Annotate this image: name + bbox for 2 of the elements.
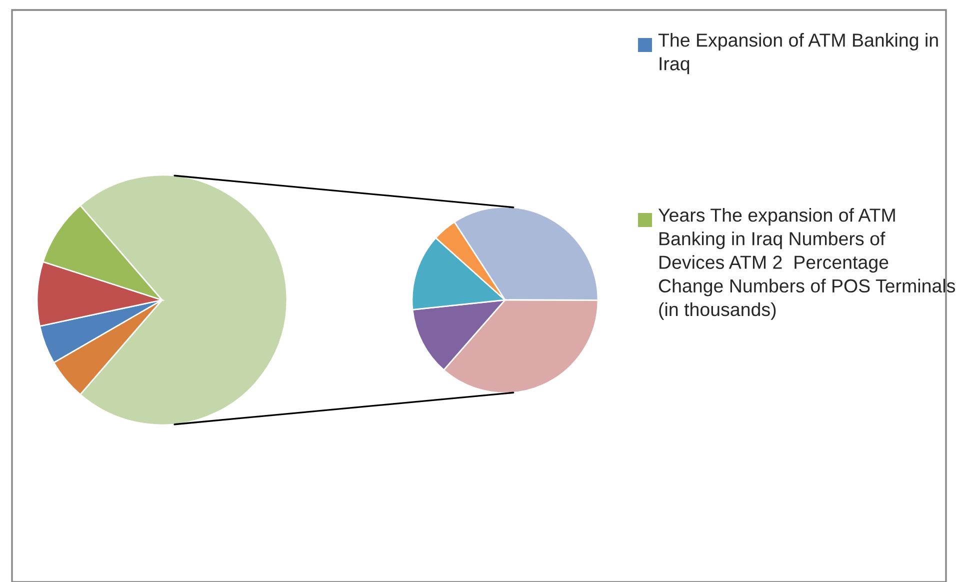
legend-label: Years The expansion of ATM Banking in Iraq Numbers of Devices ATM 2 Percentage Change Numbers of POS Terminals (in thousands) <box>658 208 956 320</box>
legend-label: The Expansion of ATM Banking in Iraq <box>658 33 938 74</box>
